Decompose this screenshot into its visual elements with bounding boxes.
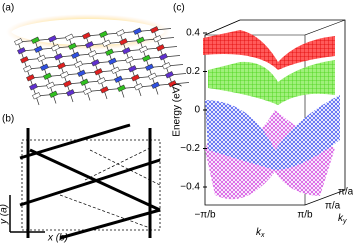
- lattice-site: [57, 62, 66, 70]
- band: [205, 95, 340, 170]
- lattice-site: [48, 35, 57, 43]
- lattice-site: [65, 33, 74, 41]
- weak-bonds: [59, 147, 161, 229]
- lattice-site: [125, 56, 134, 64]
- lattice-site: [117, 84, 126, 92]
- axis-label: x (b): [47, 233, 68, 243]
- lattice-site: [77, 69, 86, 77]
- lattice-site: [102, 39, 111, 47]
- lattice-site: [139, 45, 148, 53]
- symbol: k: [256, 227, 262, 238]
- y-tick-label: 0.4: [186, 28, 200, 39]
- lattice-site: [43, 72, 52, 80]
- lattice-site: [91, 59, 100, 67]
- k-label: π/a: [325, 201, 341, 212]
- lattice-site: [51, 44, 60, 52]
- lattice-site: [133, 27, 142, 35]
- lattice-site: [74, 60, 83, 68]
- lattice-site: [168, 80, 177, 88]
- y-tick-label: 0.2: [186, 66, 200, 77]
- lattice-site: [148, 72, 157, 80]
- lattice-site: [26, 74, 35, 82]
- lattice-site: [156, 44, 165, 52]
- lattice-site: [128, 65, 137, 73]
- lattice-site: [63, 80, 72, 88]
- lattice-site: [100, 86, 109, 94]
- panel-a: (a): [1, 3, 190, 106]
- axis-label: ky: [338, 213, 347, 225]
- lattice-site: [49, 90, 58, 98]
- lattice-site: [17, 47, 26, 55]
- lattice-site: [80, 78, 89, 86]
- k-label: π/a: [338, 187, 353, 198]
- lattice-site: [150, 26, 159, 34]
- lattice-site: [99, 30, 108, 38]
- lattice-site: [122, 47, 131, 55]
- lattice-site: [60, 71, 69, 79]
- lattice-site: [97, 77, 106, 85]
- lattice-site: [94, 68, 103, 76]
- lattice-site: [32, 92, 41, 100]
- lattice-site: [119, 38, 128, 46]
- lattice-site: [134, 83, 143, 91]
- band: [208, 60, 335, 105]
- symbol: k: [338, 213, 344, 224]
- lattice-site: [151, 81, 160, 89]
- band: [203, 30, 335, 70]
- subscript: y: [342, 218, 347, 225]
- lattice-site: [145, 63, 154, 71]
- lattice-site: [105, 48, 114, 56]
- lattice-site: [34, 45, 43, 53]
- axis-label: y (a): [0, 204, 10, 225]
- lattice-site: [23, 65, 32, 73]
- lattice-site: [165, 71, 174, 79]
- lattice-site: [14, 38, 23, 46]
- k-label: −π/b: [194, 210, 216, 221]
- y-tick-label: 0: [194, 105, 200, 116]
- k-label: π/b: [297, 210, 313, 221]
- lattice-site: [88, 50, 97, 58]
- lattice-site: [71, 51, 80, 59]
- lattice-site: [162, 62, 171, 70]
- lattice-site: [29, 83, 38, 91]
- lattice-site: [20, 56, 29, 64]
- lattice-site: [68, 42, 77, 50]
- subscript: x: [260, 232, 265, 239]
- panel-b: (b) y (a) x (b): [0, 114, 161, 243]
- lattice-site: [85, 41, 94, 49]
- lattice-site: [142, 54, 151, 62]
- lattice-site: [31, 36, 40, 44]
- lattice-site: [66, 89, 75, 97]
- lattice-site: [37, 54, 46, 62]
- glow-ring: [1, 9, 175, 55]
- panel-label: (a): [2, 3, 14, 14]
- lattice-site: [54, 53, 63, 61]
- lattice-site: [116, 29, 125, 37]
- panel-label: (b): [2, 114, 14, 125]
- axis-title: Energy (eV): [172, 83, 183, 136]
- y-tick-label: −0.4: [180, 182, 200, 193]
- lattice-site: [111, 66, 120, 74]
- lattice-site: [131, 74, 140, 82]
- lattice-site: [153, 35, 162, 43]
- lattice-site: [83, 87, 92, 95]
- panel-c: (c) Energy (eV) 0.4 0.2 0 −0.2 −0.4 −π/b π/b π/…: [172, 3, 353, 239]
- lattice-site: [108, 57, 117, 65]
- lattice-site: [114, 75, 123, 83]
- lattice-site: [40, 63, 49, 71]
- bonds: [19, 123, 161, 240]
- lattice-site: [82, 32, 91, 40]
- panel-label: (c): [173, 3, 185, 14]
- y-tick-label: −0.2: [180, 143, 200, 154]
- lattice-site: [159, 53, 168, 61]
- lattice-site: [46, 81, 55, 89]
- lattice-site: [136, 36, 145, 44]
- axis-label: kx: [256, 227, 265, 239]
